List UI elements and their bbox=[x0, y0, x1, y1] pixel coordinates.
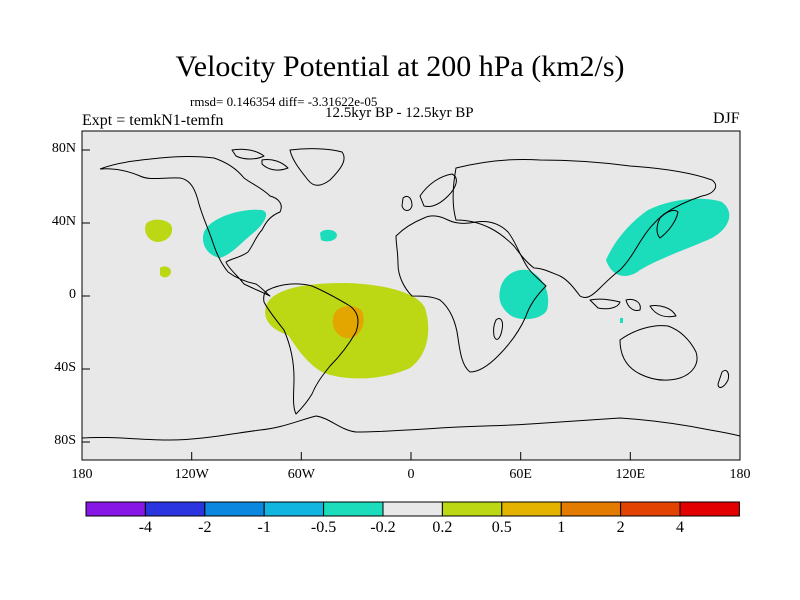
lon-label-60e: 60E bbox=[509, 467, 532, 482]
experiment-label: Expt = temkN1-temfn bbox=[82, 112, 224, 129]
scandinavia-coast bbox=[419, 173, 457, 207]
madagascar-coast bbox=[493, 317, 503, 340]
indonesia-coast bbox=[589, 298, 677, 318]
lon-label-0: 0 bbox=[407, 467, 415, 482]
east-pacific-small-blob bbox=[160, 266, 171, 278]
colorbar-swatch bbox=[441, 501, 503, 517]
south-america-coast bbox=[263, 283, 359, 415]
colorbar-swatch bbox=[204, 501, 265, 517]
lat-label-80s: 80S bbox=[54, 433, 76, 448]
center-subtitle: 12.5kyr BP - 12.5kyr BP bbox=[325, 105, 474, 121]
lat-label-40n: 40N bbox=[51, 214, 76, 229]
axis-ticks bbox=[81, 149, 741, 460]
north-america-negative-blob bbox=[202, 209, 267, 258]
greenland-coast bbox=[289, 148, 345, 186]
indonesia-small-negative bbox=[620, 318, 623, 323]
coastlines bbox=[81, 148, 741, 441]
stats-text: rmsd= 0.146354 diff= -3.31622e-05 bbox=[190, 94, 378, 109]
lon-label-60w: 60W bbox=[287, 467, 315, 482]
lon-label-120w: 120W bbox=[174, 467, 209, 482]
japan-coast bbox=[656, 209, 679, 239]
colorbar-label: 1 bbox=[557, 519, 566, 536]
lon-label-180w: 180 bbox=[71, 467, 93, 482]
british-isles bbox=[401, 195, 413, 211]
colorbar-swatch bbox=[382, 501, 443, 517]
colorbar-label: -1 bbox=[257, 519, 271, 536]
antarctica-coast bbox=[81, 415, 741, 441]
east-pacific-positive-blob bbox=[145, 219, 173, 242]
lon-label-180e: 180 bbox=[729, 467, 751, 482]
lat-label-eq: 0 bbox=[69, 287, 76, 302]
colorbar-label: 2 bbox=[616, 519, 625, 536]
lat-label-40s: 40S bbox=[54, 360, 76, 375]
colorbar-label: 0.2 bbox=[432, 519, 453, 536]
colorbar-swatch bbox=[679, 501, 740, 517]
north-america-coast bbox=[99, 156, 282, 297]
colorbar-label: -2 bbox=[198, 519, 212, 536]
colorbar-swatch bbox=[323, 501, 384, 517]
colorbar-swatch bbox=[501, 501, 562, 517]
season-label: DJF bbox=[713, 110, 740, 127]
contour-regions bbox=[145, 198, 730, 379]
colorbar bbox=[85, 501, 740, 517]
australia-coast bbox=[619, 325, 698, 381]
east-africa-negative bbox=[499, 269, 549, 320]
map-title: Velocity Potential at 200 hPa (km2/s) bbox=[175, 50, 625, 83]
europe-africa-coast bbox=[395, 215, 547, 373]
colorbar-swatch bbox=[263, 501, 325, 517]
colorbar-swatch bbox=[620, 501, 681, 517]
new-zealand-coast bbox=[717, 369, 729, 388]
asia-coast bbox=[452, 158, 717, 299]
colorbar-swatch bbox=[144, 501, 206, 517]
colorbar-swatch bbox=[560, 501, 622, 517]
colorbar-label: 0.5 bbox=[491, 519, 512, 536]
colorbar-label: 4 bbox=[676, 519, 684, 536]
east-asia-negative bbox=[606, 198, 730, 276]
colorbar-label: -4 bbox=[138, 519, 153, 536]
colorbar-label: -0.2 bbox=[370, 519, 396, 536]
colorbar-swatch bbox=[85, 501, 146, 517]
lon-label-120e: 120E bbox=[615, 467, 646, 482]
colorbar-label: -0.5 bbox=[310, 519, 337, 536]
arctic-islands bbox=[231, 148, 289, 171]
atlantic-small-negative bbox=[320, 229, 337, 242]
lat-label-80n: 80N bbox=[51, 141, 76, 156]
